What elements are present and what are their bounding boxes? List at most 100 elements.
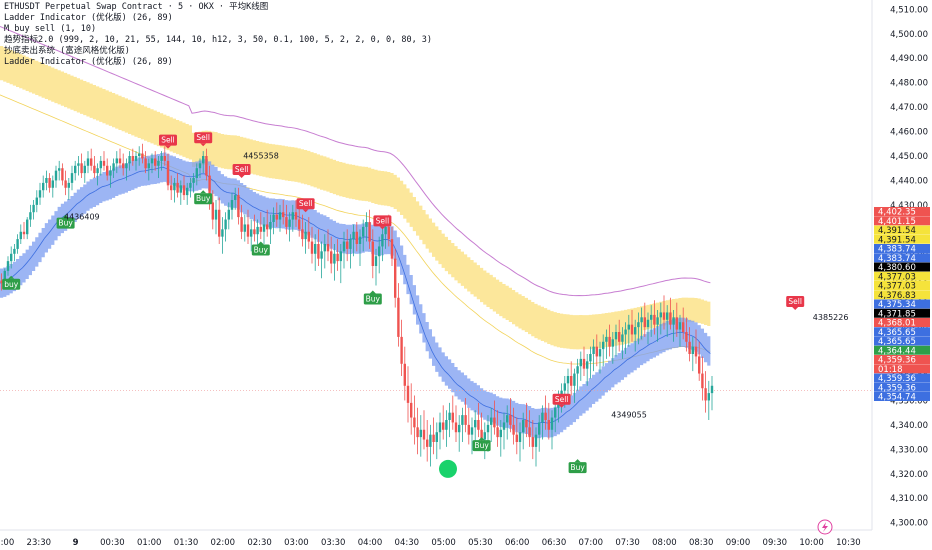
candle[interactable] [691, 336, 694, 372]
candle[interactable] [317, 229, 320, 266]
sell-signal-label[interactable]: Sell [232, 164, 251, 178]
legend-indicator-buysell[interactable]: M buy sell (1, 10) [4, 24, 97, 34]
candle[interactable] [342, 231, 346, 269]
candle[interactable] [323, 234, 326, 269]
candle[interactable] [275, 202, 278, 227]
candle[interactable] [656, 310, 659, 342]
candle[interactable] [528, 410, 531, 447]
sell-signal-label[interactable]: Sell [786, 296, 805, 310]
candle[interactable] [538, 415, 541, 452]
sell-signal-label[interactable]: Sell [373, 215, 392, 230]
candle[interactable] [352, 224, 355, 257]
candle[interactable] [470, 417, 474, 455]
candle[interactable] [678, 314, 682, 347]
candle[interactable] [682, 307, 685, 340]
candle[interactable] [35, 190, 38, 213]
candle[interactable] [298, 207, 301, 237]
time-axis[interactable]: 23:00 23:30 9 00:30 01:00 01:30 02:00 02:30 03:0… [0, 538, 861, 548]
candle[interactable] [698, 341, 701, 381]
candle[interactable] [550, 410, 554, 450]
candle[interactable] [224, 212, 227, 242]
candle[interactable] [202, 151, 205, 174]
candle[interactable] [13, 244, 16, 262]
candle[interactable] [163, 146, 166, 166]
lightning-icon[interactable] [817, 519, 833, 535]
candle[interactable] [707, 380, 710, 420]
candle[interactable] [314, 234, 317, 271]
candle[interactable] [0, 273, 3, 291]
candle[interactable] [38, 182, 42, 205]
candle[interactable] [672, 310, 675, 342]
candle[interactable] [333, 244, 336, 281]
candle[interactable] [435, 422, 438, 460]
candle[interactable] [99, 156, 102, 176]
candle[interactable] [355, 222, 358, 252]
candle[interactable] [278, 204, 282, 232]
candle[interactable] [685, 317, 688, 352]
candle[interactable] [112, 158, 115, 178]
legend-indicator-trend[interactable]: 趋势指标2.0 (999, 2, 10, 21, 55, 144, 10, h1… [4, 35, 433, 45]
candle[interactable] [304, 222, 307, 254]
candle[interactable] [442, 405, 445, 440]
candle[interactable] [694, 329, 698, 364]
candle[interactable] [26, 217, 29, 240]
candle[interactable] [400, 319, 403, 376]
candle[interactable] [138, 146, 141, 166]
candle[interactable] [595, 334, 598, 367]
candle[interactable] [541, 405, 544, 440]
candle[interactable] [490, 407, 493, 442]
candle[interactable] [605, 329, 608, 359]
candle[interactable] [544, 395, 547, 430]
candle[interactable] [16, 234, 19, 254]
candle[interactable] [506, 405, 509, 440]
candle[interactable] [378, 236, 381, 274]
candle[interactable] [669, 297, 672, 330]
candle[interactable] [666, 305, 669, 337]
candle[interactable] [426, 420, 429, 462]
candle[interactable] [67, 178, 70, 200]
candle[interactable] [522, 412, 525, 450]
candle[interactable] [570, 361, 573, 396]
candle[interactable] [320, 241, 323, 279]
candle[interactable] [346, 229, 349, 262]
candle[interactable] [394, 248, 397, 308]
candle[interactable] [381, 226, 384, 262]
candle[interactable] [147, 158, 150, 181]
candle[interactable] [358, 229, 362, 266]
candle[interactable] [448, 402, 451, 438]
candle[interactable] [397, 283, 400, 347]
legend-symbol-line[interactable]: ETHUSDT Perpetual Swap Contract · 5 · OK… [4, 2, 269, 12]
candle[interactable] [362, 219, 365, 252]
candle[interactable] [688, 327, 691, 362]
candle[interactable] [499, 420, 502, 457]
legend-indicator-ladder-2[interactable]: Ladder Indicator (优化版) (26, 89) [4, 57, 173, 67]
candle[interactable] [109, 165, 112, 188]
sell-signal-label[interactable]: Sell [296, 198, 315, 213]
buy-signal-label[interactable]: Buy [251, 241, 270, 256]
candle[interactable] [547, 402, 550, 440]
candle[interactable] [19, 224, 22, 244]
legend-indicator-ladder[interactable]: Ladder Indicator (优化版) (26, 89) [4, 13, 173, 23]
candle[interactable] [64, 170, 67, 196]
candle[interactable] [624, 322, 627, 354]
candle[interactable] [192, 173, 195, 193]
candle[interactable] [128, 151, 131, 171]
candle[interactable] [502, 412, 506, 450]
candle[interactable] [464, 398, 467, 433]
candle[interactable] [403, 346, 406, 401]
candle[interactable] [326, 229, 330, 262]
candle[interactable] [365, 212, 368, 242]
candle[interactable] [205, 148, 208, 181]
candle[interactable] [170, 175, 173, 200]
candle[interactable] [374, 248, 378, 286]
candle[interactable] [582, 346, 586, 376]
candle[interactable] [256, 219, 259, 247]
legend-indicator-bottom[interactable]: 抄底卖出系统 (富途风格优化版) [4, 46, 130, 56]
candle[interactable] [106, 158, 109, 181]
candle[interactable] [96, 163, 99, 186]
candle[interactable] [307, 217, 310, 249]
candle[interactable] [637, 312, 640, 345]
candle[interactable] [118, 148, 122, 169]
candle[interactable] [627, 314, 630, 347]
